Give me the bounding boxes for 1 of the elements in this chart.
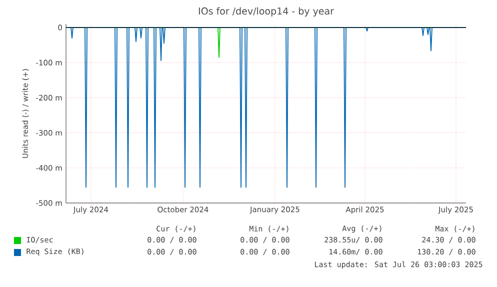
chart-title: IOs for /dev/loop14 - by year [198, 7, 334, 16]
